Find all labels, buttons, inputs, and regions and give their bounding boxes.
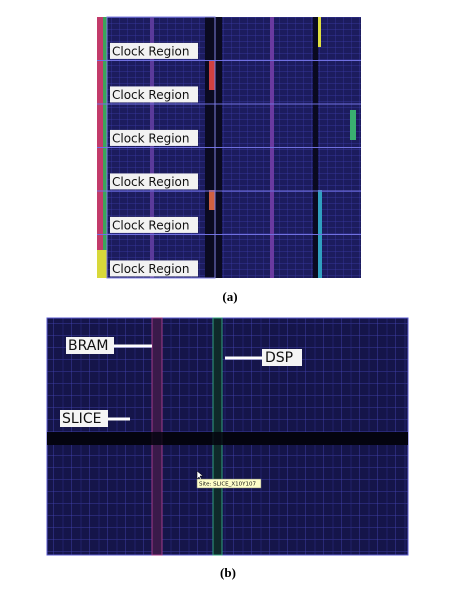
label-box (60, 410, 108, 427)
label: SLICE (62, 411, 101, 427)
io-column (97, 250, 107, 278)
tooltip (196, 478, 262, 489)
label-box (110, 216, 198, 233)
panel-a (97, 16, 361, 279)
label: DSP (265, 350, 293, 366)
label: Clock Region (112, 88, 190, 102)
caption: (a) (222, 289, 237, 304)
label-box (110, 260, 198, 277)
clock-row (47, 432, 408, 445)
region-outline (106, 16, 216, 279)
label-box (262, 349, 302, 366)
panel-b: BRAM DSP SLICE Site: SLICE_X10Y107 (46, 317, 409, 556)
clock-column (318, 17, 321, 47)
label: Clock Region (112, 175, 190, 189)
tooltip-text: Site: SLICE_X10Y107 (199, 482, 257, 488)
accent (209, 190, 215, 210)
caption: (b) (220, 565, 236, 580)
label-box (66, 337, 114, 354)
region-lines (97, 16, 361, 279)
label-box (110, 173, 198, 190)
label: Clock Region (112, 131, 190, 145)
label: BRAM (68, 338, 108, 354)
accent (209, 60, 215, 90)
label-box (110, 129, 198, 146)
label: Clock Region (112, 262, 190, 276)
label: Clock Region (112, 44, 190, 58)
label-box (110, 86, 198, 103)
label-box (110, 42, 198, 59)
label: Clock Region (112, 218, 190, 232)
accent (350, 110, 356, 140)
